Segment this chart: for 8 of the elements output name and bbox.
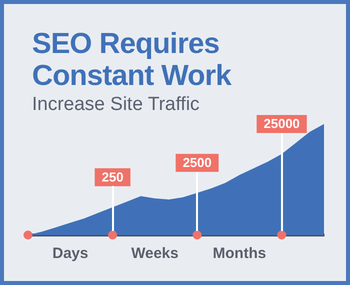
annotation: 25000 <box>264 116 300 132</box>
chart-title: SEO Requires Constant Work <box>32 28 232 92</box>
x-tick-label: Months <box>212 245 266 262</box>
annotation: 2500 <box>182 154 212 170</box>
x-tick-label: Days <box>52 245 88 262</box>
annotation: 250 <box>102 169 124 184</box>
x-tick-label: Weeks <box>131 245 178 262</box>
chart-subtitle: Increase Site Traffic <box>32 94 200 116</box>
